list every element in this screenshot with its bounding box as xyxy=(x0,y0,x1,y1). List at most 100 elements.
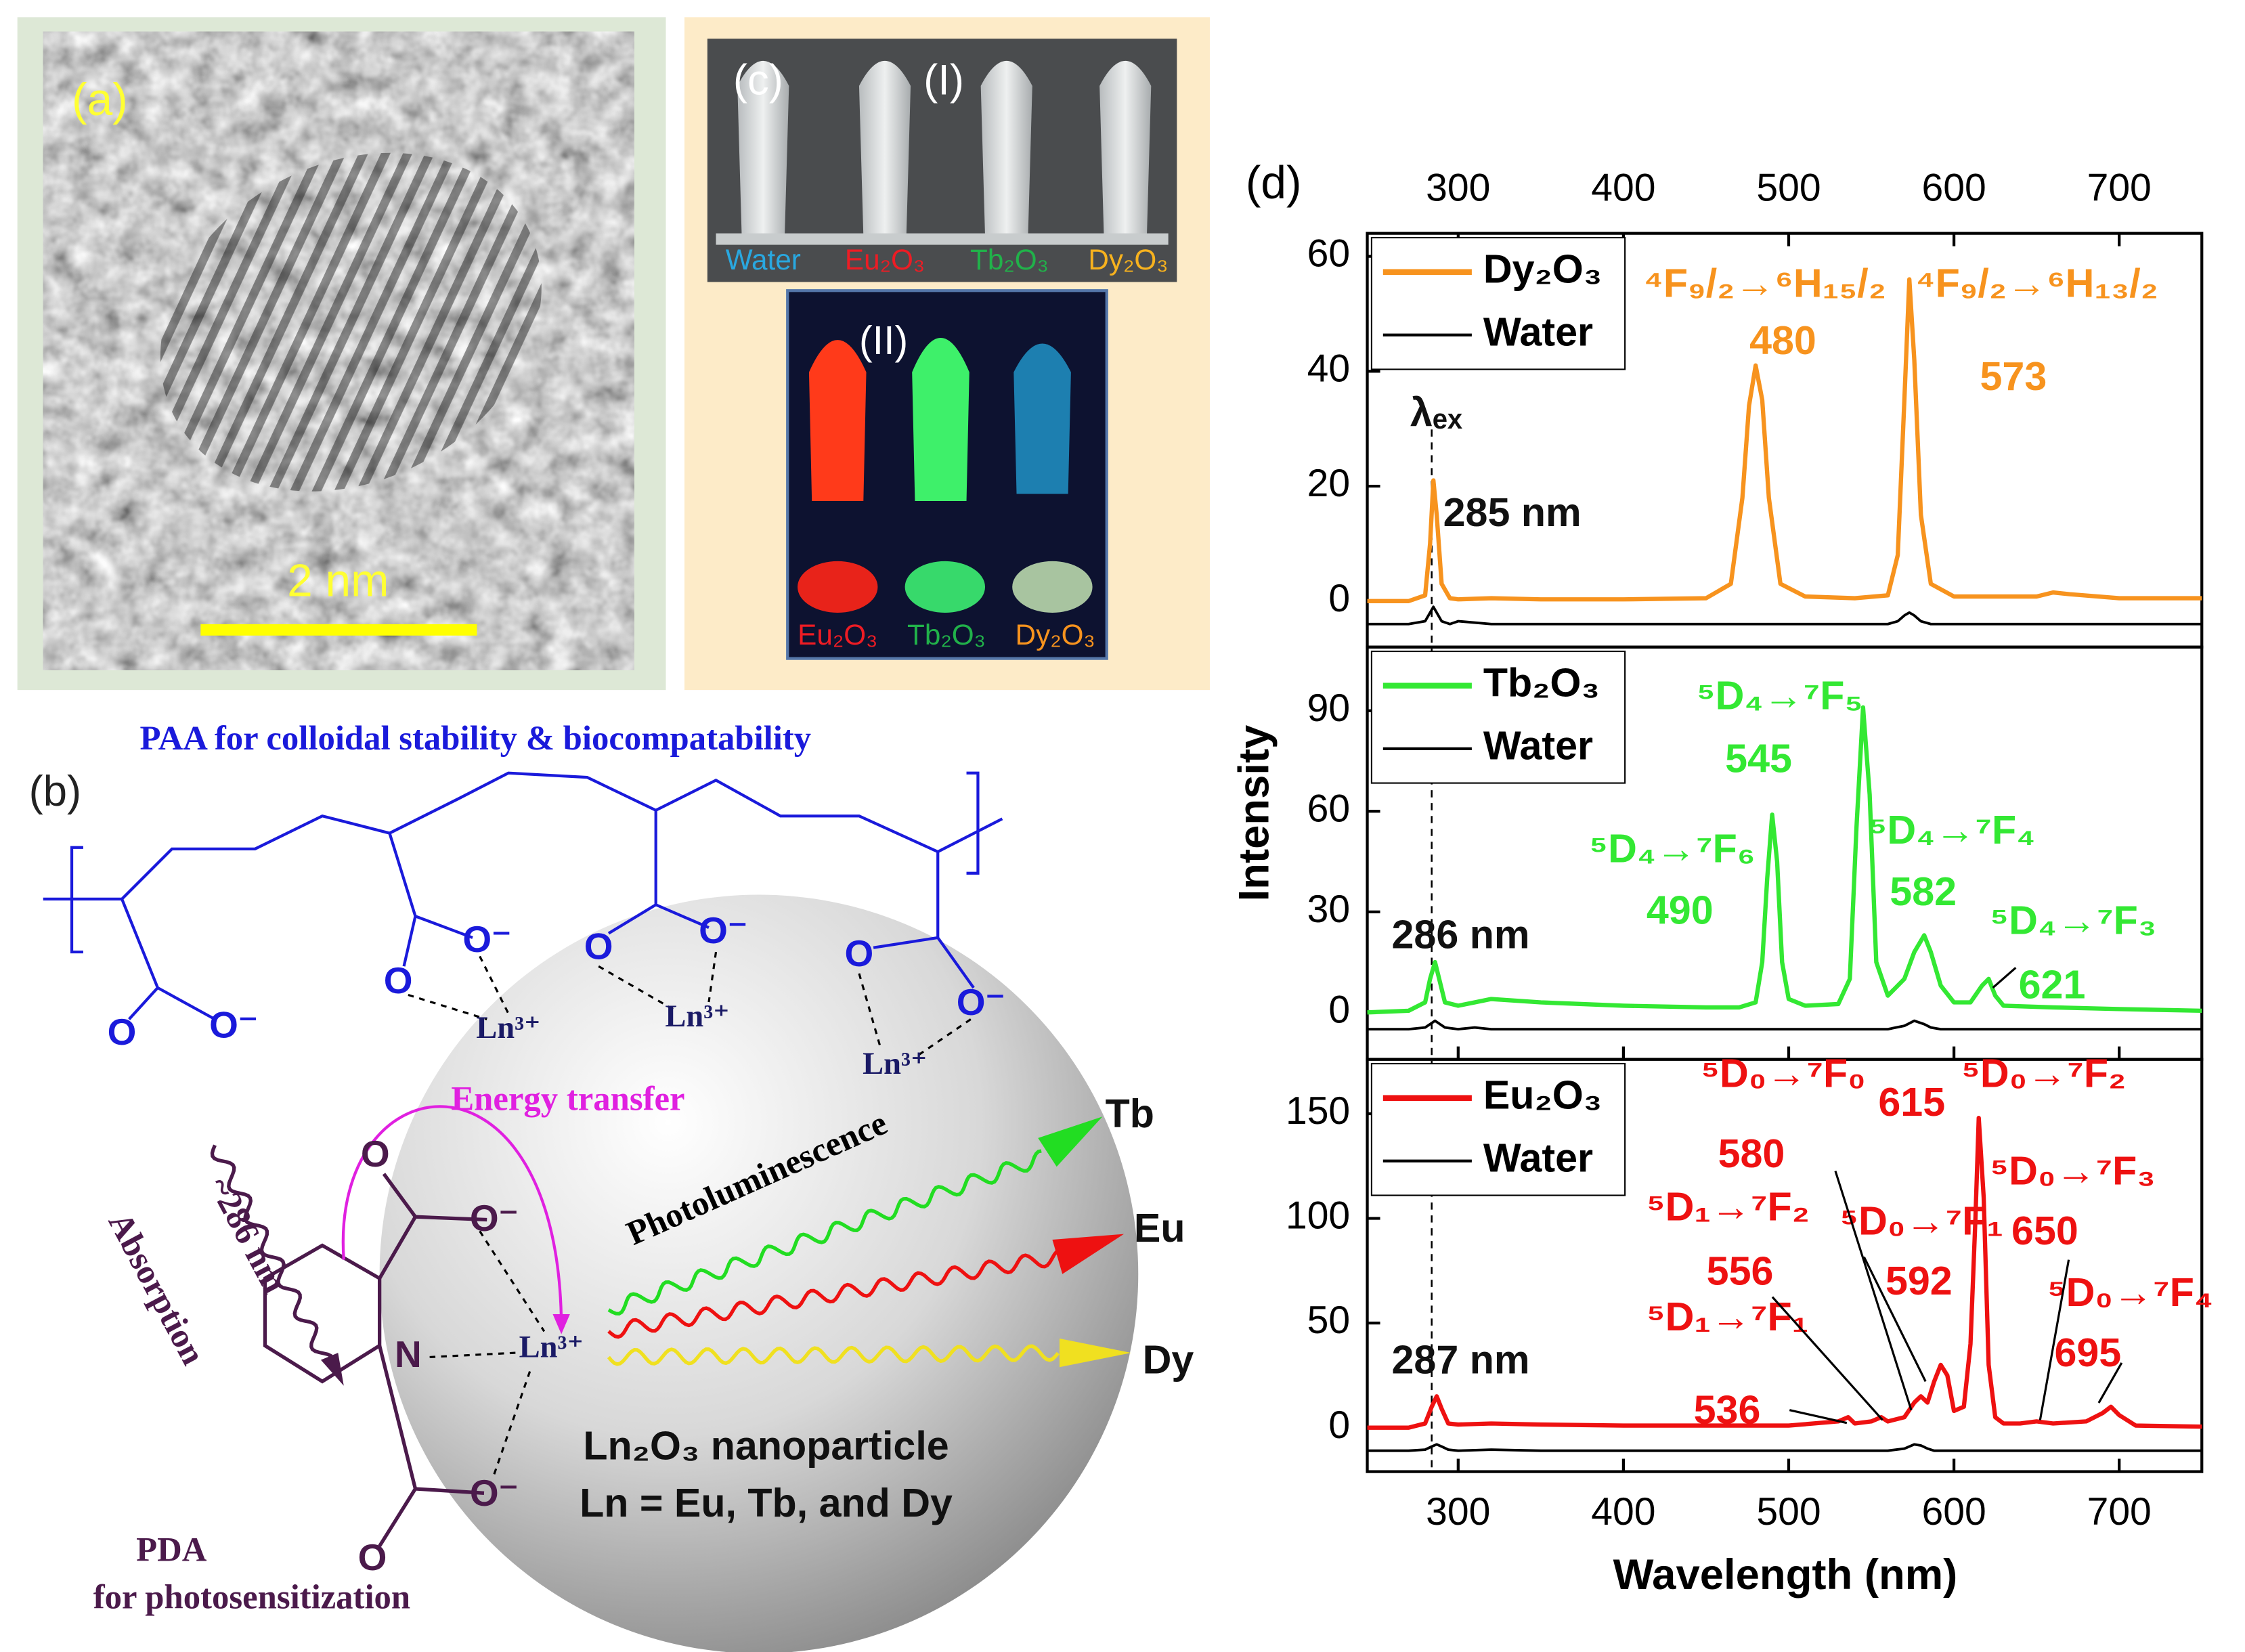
bond xyxy=(607,903,657,935)
bond xyxy=(128,986,159,1020)
annotation: 580 xyxy=(1718,1131,1785,1176)
y-tick-label: 20 xyxy=(1307,462,1350,505)
annotation-arrow xyxy=(1789,1409,1848,1425)
y-axis-label: Intensity xyxy=(1231,725,1278,902)
annotation-arrow xyxy=(1992,967,2017,989)
annotation-arrow xyxy=(1771,1296,1883,1421)
emission-wave xyxy=(607,1250,1059,1339)
side-chain xyxy=(121,898,216,1021)
powder-dy xyxy=(1012,561,1093,613)
annotation: 621 xyxy=(2019,962,2086,1007)
annotation: 615 xyxy=(1878,1079,1945,1125)
energy-transfer-label: Energy transfer xyxy=(451,1080,684,1118)
legend-label: Water xyxy=(1483,309,1593,354)
arrowhead xyxy=(1052,1234,1125,1274)
emitter-label: Tb xyxy=(1106,1091,1154,1136)
y-tick-label: 40 xyxy=(1307,347,1350,390)
nanoparticle-sphere xyxy=(379,894,1139,1652)
legend-box xyxy=(1370,650,1626,784)
absorption-wave xyxy=(210,1144,335,1366)
pda-label: PDA xyxy=(136,1531,207,1569)
annotation: ⁴F₉/₂→⁶H₁₃/₂ xyxy=(1915,261,2158,306)
legend-label: Eu₂O₃ xyxy=(1483,1072,1602,1117)
sample-label: Tb₂O₃ xyxy=(907,619,986,651)
spectrum-line xyxy=(1367,605,2202,626)
y-tick-label: 0 xyxy=(1328,1404,1350,1447)
arrowhead xyxy=(552,1314,570,1334)
annotation: 536 xyxy=(1694,1387,1761,1433)
powder-eu xyxy=(798,561,878,613)
arrowhead xyxy=(1038,1116,1103,1167)
annotation: 592 xyxy=(1886,1258,1953,1303)
tube xyxy=(1099,60,1152,236)
brackets xyxy=(70,771,980,954)
annotation-arrow xyxy=(2039,1259,2070,1420)
lanthanide-label: Ln = Eu, Tb, and Dy xyxy=(580,1480,953,1525)
annotation: 285 nm xyxy=(1443,490,1582,535)
spectrum-line xyxy=(1367,1443,2202,1452)
annotation: ⁵D₀→⁷F₂ xyxy=(1961,1051,2126,1096)
plot-frame xyxy=(1366,1058,2204,1473)
photo-label: (II) xyxy=(859,318,908,363)
tube-eu xyxy=(808,340,867,502)
emission-wave xyxy=(607,1344,1060,1366)
annotation: 286 nm xyxy=(1392,912,1530,957)
atom-label: O xyxy=(384,959,413,1001)
x-tick-label: 700 xyxy=(2087,1490,2152,1534)
annotation: ⁵D₀→⁷F₄ xyxy=(2047,1269,2213,1315)
atom-label: O⁻ xyxy=(470,1197,519,1239)
y-tick-label: 0 xyxy=(1328,577,1350,620)
annotation: ⁵D₄→⁷F₅ xyxy=(1697,672,1863,718)
x-tick-label: 300 xyxy=(1426,166,1490,209)
tube xyxy=(737,60,789,236)
bond xyxy=(873,936,938,949)
panel-label: (b) xyxy=(29,768,82,815)
legend-label: Water xyxy=(1483,1135,1593,1180)
atom-label: Ln³⁺ xyxy=(476,1011,540,1045)
powder-tb xyxy=(904,561,986,613)
spectrum-line xyxy=(1367,1116,2202,1430)
atom-label: O⁻ xyxy=(209,1004,258,1046)
nanoparticle-label: Ln₂O₃ nanoparticle xyxy=(583,1422,949,1468)
photo-label: (I) xyxy=(923,56,964,104)
dashed-bonds xyxy=(408,951,972,1475)
spectrum-line xyxy=(1367,277,2202,603)
annotation: 650 xyxy=(2011,1208,2078,1253)
legend-box xyxy=(1370,236,1626,370)
tube-dy xyxy=(1013,343,1071,494)
paa-title: PAA for colloidal stability & biocompata… xyxy=(139,719,811,757)
side-chain xyxy=(388,832,473,939)
y-tick-label: 100 xyxy=(1286,1194,1350,1238)
emission-wave xyxy=(607,1149,1042,1316)
panel-label: (c) xyxy=(733,56,783,104)
atom-label: O xyxy=(108,1011,137,1053)
legend-label: Dy₂O₃ xyxy=(1483,246,1602,291)
sample-label: Dy₂O₃ xyxy=(1088,244,1168,276)
annotation: ⁵D₄→⁷F₆ xyxy=(1589,826,1755,871)
emitter-label: Eu xyxy=(1134,1205,1185,1251)
scale-bar-label: 2 nm xyxy=(287,556,389,607)
y-tick-label: 60 xyxy=(1307,787,1350,830)
sample-label: Eu₂O₃ xyxy=(798,619,877,651)
atom-label: Ln³⁺ xyxy=(665,999,729,1034)
bond xyxy=(402,915,417,967)
atom-label: O xyxy=(361,1133,390,1175)
x-tick-label: 600 xyxy=(1921,1490,1986,1534)
atom-label: Ln³⁺ xyxy=(863,1047,927,1081)
paa-chain xyxy=(43,771,1003,1021)
coordination-bonds xyxy=(408,951,972,1475)
tube xyxy=(980,60,1032,236)
atom-label: O xyxy=(584,925,613,967)
annotation: λₑₓ xyxy=(1410,389,1462,435)
annotation: ⁵D₄→⁷F₃ xyxy=(1990,897,2156,942)
annotation-arrow xyxy=(1862,1256,1927,1383)
annotation: 573 xyxy=(1980,353,2047,399)
y-tick-label: 150 xyxy=(1286,1089,1350,1133)
spectrum-line xyxy=(1367,705,2202,1015)
spectrum-line xyxy=(1367,1019,2202,1030)
tube xyxy=(858,60,911,236)
y-tick-label: 60 xyxy=(1307,232,1350,276)
annotation: ⁵D₁→⁷F₁ xyxy=(1647,1294,1808,1339)
atom-label: N xyxy=(395,1333,422,1375)
